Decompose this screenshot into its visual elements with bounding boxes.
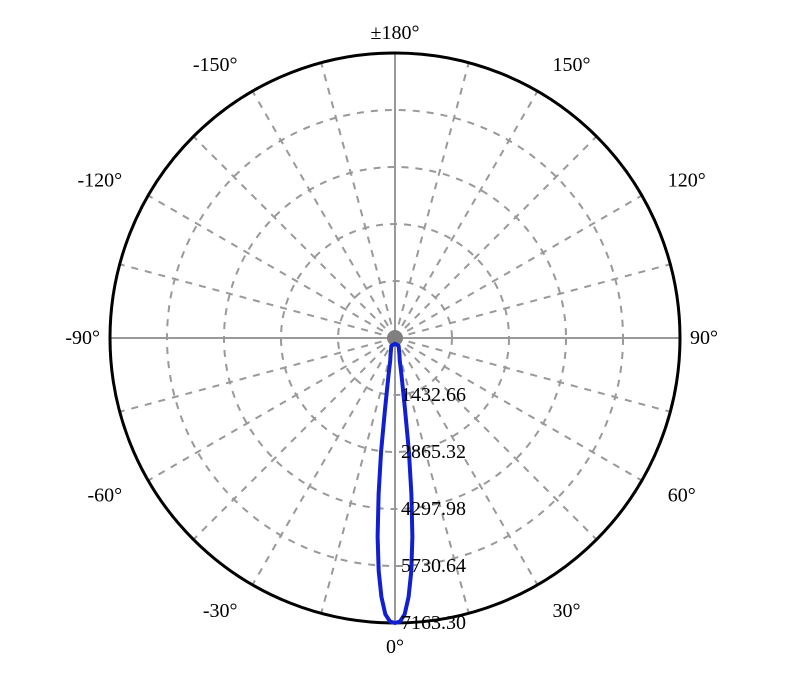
angle-label: 150° [553,54,591,76]
radial-label: 7163.30 [401,612,466,634]
grid-spoke [148,338,395,481]
polar-chart: ±180° -150° 150° -120° 120° -90° 90° -60° 60° -30… [0,0,790,675]
grid-spoke [395,136,597,338]
angle-label: 90° [690,327,718,349]
grid-spoke [395,196,642,339]
angle-label: -30° [203,600,238,622]
grid-spoke [253,91,396,338]
radial-label: 2865.32 [401,441,466,463]
angle-label: 60° [668,485,696,507]
grid-spoke [395,91,538,338]
grid-spoke [120,338,395,412]
angle-label: -150° [193,54,238,76]
grid-spoke [120,264,395,338]
grid-spoke [395,264,670,338]
radial-label: 5730.64 [401,555,466,577]
grid-spoke [321,338,395,613]
angle-label: -120° [78,170,123,192]
radial-label: 1432.66 [401,384,466,406]
angle-label: 0° [386,636,404,658]
grid-spoke [321,63,395,338]
angle-label: 120° [668,170,706,192]
grid-spoke [253,338,396,585]
grid-spoke [148,196,395,339]
grid-spoke [395,63,469,338]
angle-label: ±180° [371,22,420,44]
angle-label: -90° [65,327,100,349]
grid-spoke [193,338,395,540]
grid-spoke [193,136,395,338]
radial-label: 4297.98 [401,498,466,520]
angle-label: -60° [88,485,123,507]
angle-label: 30° [553,600,581,622]
